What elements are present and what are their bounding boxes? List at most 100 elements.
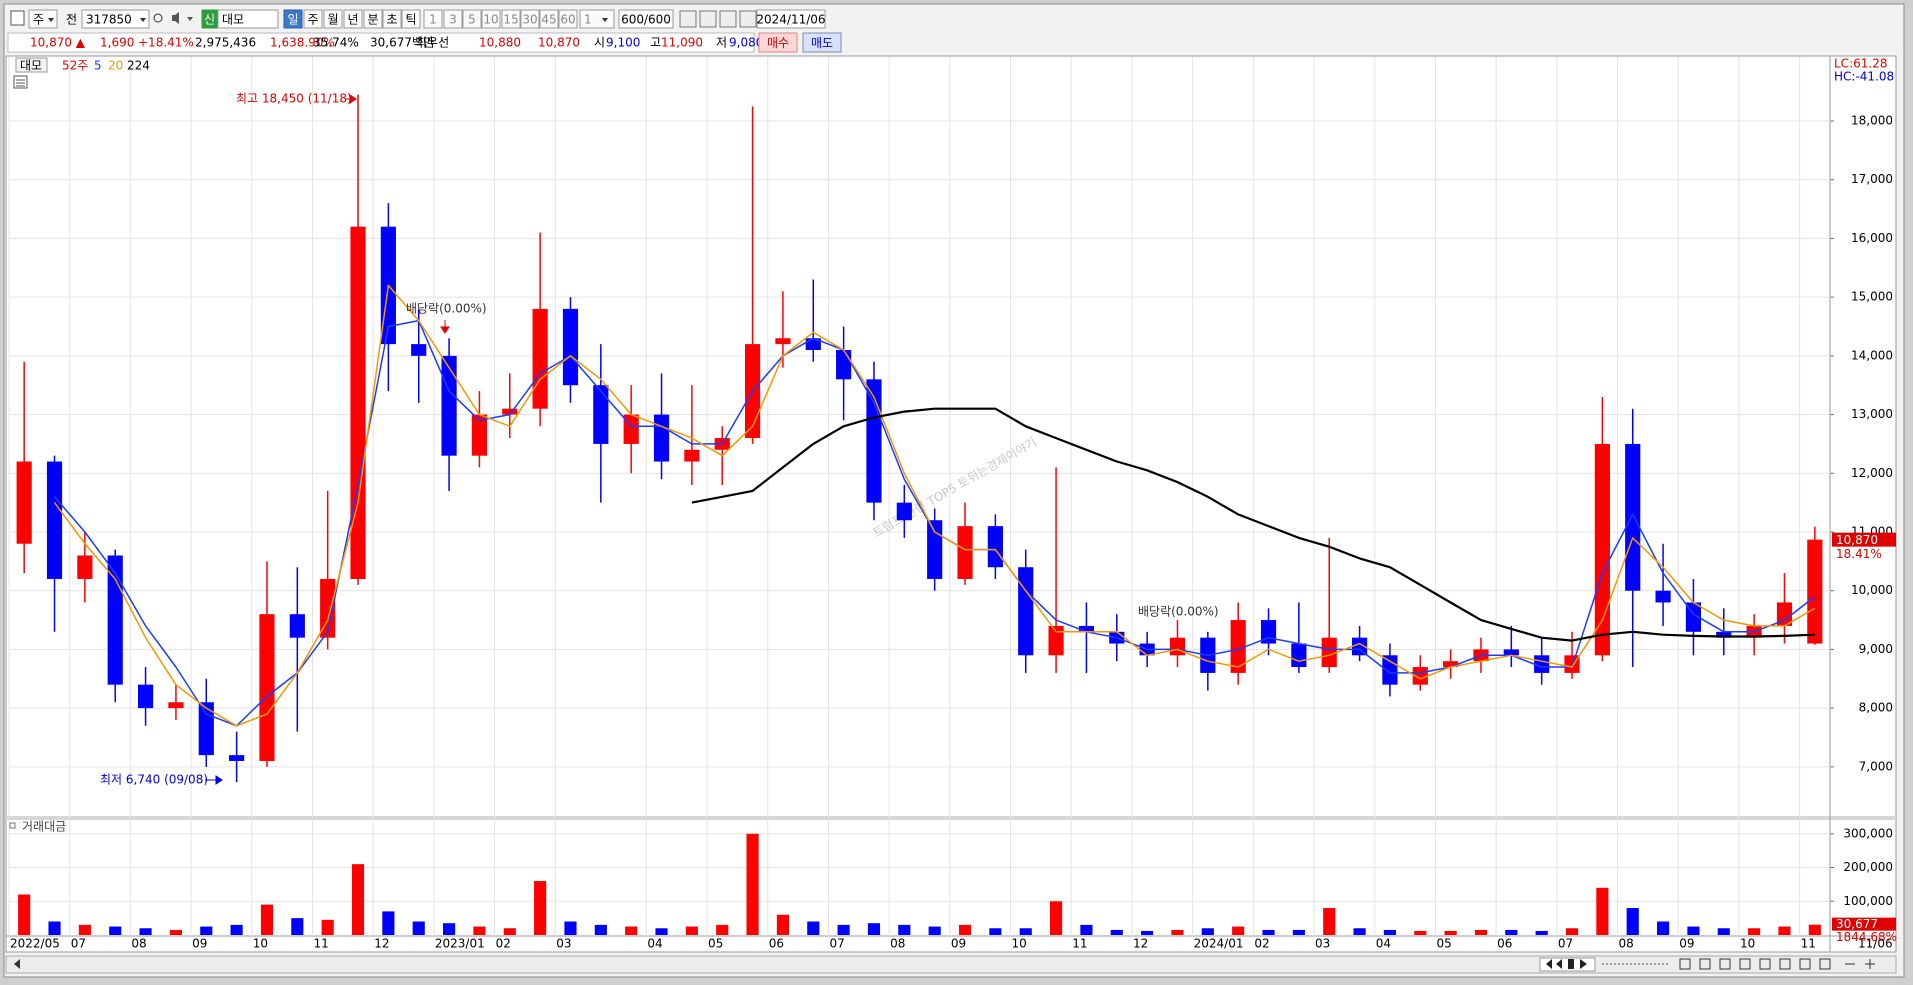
interval-button[interactable] — [520, 9, 540, 29]
price-marker — [1832, 532, 1896, 547]
candle-body — [896, 502, 912, 521]
y-tick-label: 10,000 — [1851, 583, 1893, 597]
period-button[interactable] — [382, 9, 402, 29]
x-tick-label: 10 — [1740, 937, 1755, 951]
sell-button-label: 매도 — [811, 36, 833, 50]
candle-body — [1048, 625, 1064, 656]
candle-body — [957, 526, 973, 579]
period-button[interactable] — [343, 9, 363, 29]
speaker-icon[interactable] — [172, 12, 193, 24]
period-button[interactable] — [283, 9, 303, 29]
volume-bar — [1657, 921, 1670, 935]
volume-bar — [351, 864, 365, 935]
x-tick-label: 03 — [1315, 937, 1330, 951]
ma-line — [691, 407, 1815, 642]
settings-icon[interactable] — [13, 75, 28, 89]
interval-button[interactable] — [558, 9, 578, 29]
legend-entry: 5 — [94, 59, 102, 73]
period-button[interactable] — [303, 9, 323, 29]
toolbar-icon[interactable] — [10, 10, 25, 26]
candle-body — [987, 526, 1003, 568]
candle-body — [836, 349, 852, 380]
interval-button[interactable] — [501, 9, 521, 29]
x-tick-label: 10 — [1012, 937, 1027, 951]
volume-bar — [1687, 926, 1700, 935]
volume-title-icon — [9, 822, 16, 829]
x-tick-label: 11 — [314, 937, 329, 951]
candle-body — [1382, 655, 1398, 685]
market-select[interactable] — [28, 9, 58, 29]
interval-button[interactable] — [462, 9, 482, 29]
volume-bar — [1171, 929, 1184, 935]
candle-body — [1351, 637, 1368, 656]
pane-splitter[interactable] — [6, 816, 1896, 820]
candle-body — [502, 408, 518, 415]
name-input[interactable] — [217, 9, 279, 29]
code-input[interactable] — [81, 9, 150, 29]
volume-bar — [1565, 928, 1579, 935]
legend-entry: 20 — [108, 59, 123, 73]
period-button-label: 틱 — [405, 13, 416, 27]
volume-bar — [746, 833, 759, 935]
date-input[interactable] — [756, 9, 826, 29]
quote-item: 최우선 — [416, 36, 449, 50]
tool-button[interactable] — [739, 10, 757, 28]
x-tick-label: 05 — [1436, 937, 1451, 951]
period-button[interactable] — [363, 9, 383, 29]
bars-input[interactable] — [618, 9, 674, 29]
quote-item: 10,870 ▲ — [30, 36, 86, 50]
search-icon[interactable] — [153, 13, 163, 23]
tool-icons[interactable] — [1679, 958, 1875, 970]
candle-body — [623, 414, 639, 444]
sell-button[interactable] — [802, 32, 842, 53]
candle-body — [1534, 655, 1550, 673]
candle-body — [1291, 643, 1307, 668]
period-button-label: 분 — [367, 13, 378, 27]
scrollbar[interactable] — [5, 955, 1897, 974]
tool-button[interactable] — [719, 10, 737, 28]
y-tick-label: 18,000 — [1851, 113, 1893, 127]
candle-body — [927, 520, 943, 579]
y-tick-label: 14,000 — [1851, 348, 1893, 362]
y-tick-label: 15,000 — [1851, 290, 1893, 304]
count-select[interactable] — [579, 9, 615, 29]
interval-button-label: 10 — [483, 13, 498, 27]
buy-button[interactable] — [758, 32, 798, 53]
period-button[interactable] — [323, 9, 343, 29]
y-tick-label: 17,000 — [1851, 172, 1893, 186]
price-marker-change: 18.41% — [1836, 547, 1882, 561]
period-button[interactable] — [401, 9, 421, 29]
tool-button[interactable] — [699, 10, 717, 28]
volume-bar — [807, 921, 820, 935]
candle-body — [1716, 631, 1732, 638]
candle-body — [198, 702, 214, 756]
interval-button[interactable] — [443, 9, 463, 29]
volume-bar — [1808, 924, 1821, 935]
x-tick-label: 11 — [1801, 937, 1816, 951]
interval-button[interactable] — [423, 9, 443, 29]
chart-panel — [5, 55, 1897, 953]
candle-body — [1503, 649, 1519, 656]
volume-bar — [928, 926, 941, 935]
candle-body — [1594, 443, 1610, 656]
volume-bar — [1292, 929, 1305, 935]
quote-item: 11,090 — [661, 36, 703, 50]
volume-bar — [1110, 929, 1123, 935]
volume-bar — [78, 924, 91, 935]
volume-bar — [1535, 930, 1548, 935]
interval-button[interactable] — [539, 9, 559, 29]
volume-bar — [1080, 924, 1093, 935]
candle-body — [1564, 655, 1580, 673]
volume-bar — [1050, 901, 1063, 935]
x-tick-label: 02 — [1254, 937, 1269, 951]
annotation: 배당락(0.00%) — [1138, 605, 1219, 619]
volume-bar — [655, 928, 668, 935]
x-tick-label: 06 — [769, 937, 784, 951]
volume-bar — [534, 881, 547, 935]
tag-badge[interactable] — [201, 9, 218, 29]
tool-button[interactable] — [679, 10, 697, 28]
annotation-arrow — [205, 775, 223, 785]
interval-button[interactable] — [481, 9, 501, 29]
scroll-left[interactable] — [14, 959, 20, 969]
volume-bar — [109, 926, 122, 935]
